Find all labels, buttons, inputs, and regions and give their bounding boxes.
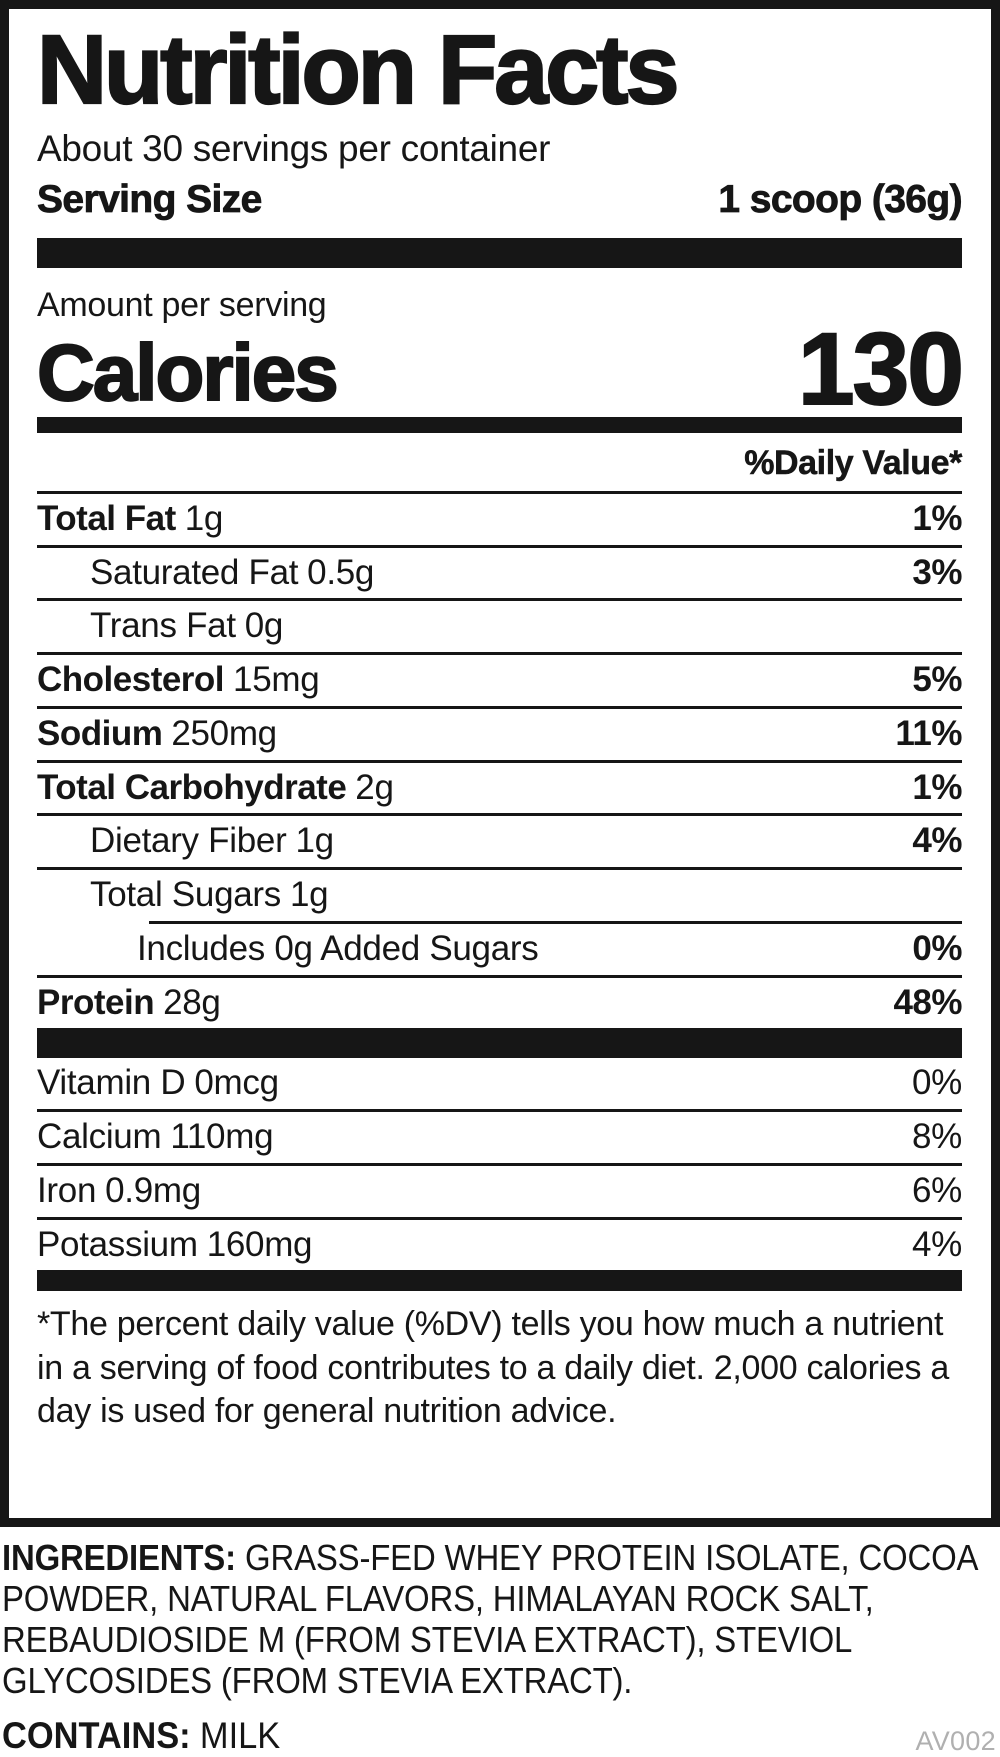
calories-value: 130	[797, 312, 965, 426]
ingredients-paragraph: INGREDIENTS: GRASS-FED WHEY PROTEIN ISOLA…	[2, 1537, 999, 1701]
nutrient-left: Sodium 250mg	[37, 713, 277, 753]
vitamin-row-potassium: Potassium 160mg 4%	[37, 1216, 962, 1271]
nutrient-row-sodium: Sodium 250mg 11%	[37, 705, 962, 760]
nutrient-dv: 3%	[912, 552, 962, 592]
nutrient-name: Sodium	[37, 713, 163, 753]
vitamin-row-vitamin-d: Vitamin D 0mcg 0%	[37, 1058, 962, 1109]
vitamin-name: Vitamin D	[37, 1063, 186, 1103]
vitamin-row-calcium: Calcium 110mg 8%	[37, 1109, 962, 1163]
nutrient-amount: 15mg	[233, 660, 320, 699]
vitamin-amount: 110mg	[170, 1117, 274, 1156]
nutrient-dv: 11%	[895, 713, 962, 753]
nutrient-amount: 28g	[163, 982, 221, 1022]
nutrient-amount: 2g	[355, 767, 394, 807]
serving-size-label: Serving Size	[37, 178, 263, 222]
vitamin-name: Iron	[37, 1170, 97, 1210]
amount-per-serving: Amount per serving	[37, 286, 327, 324]
nutrient-row-cholesterol: Cholesterol 15mg 5%	[37, 652, 962, 706]
ingredients-section: INGREDIENTS: GRASS-FED WHEY PROTEIN ISOLA…	[0, 1537, 1000, 1757]
nutrient-name: Includes 0g Added Sugars	[137, 928, 539, 968]
label-title: Nutrition Facts	[36, 15, 681, 124]
nutrient-amount: 250mg	[171, 713, 277, 753]
vitamin-row-iron: Iron 0.9mg 6%	[37, 1162, 962, 1217]
nutrient-left: Cholesterol 15mg	[37, 660, 320, 699]
nutrient-name: Trans Fat	[90, 606, 236, 646]
nutrient-name: Saturated Fat	[90, 552, 299, 592]
contains-statement: CONTAINS: MILK	[2, 1715, 280, 1757]
nutrient-name: Cholesterol	[37, 660, 225, 699]
nutrient-row-dietary-fiber: Dietary Fiber 1g 4%	[37, 813, 962, 867]
vitamin-amount: 0.9mg	[105, 1170, 201, 1210]
nutrient-name: Dietary Fiber	[90, 821, 287, 861]
nutrient-row-protein: Protein 28g 48%	[37, 974, 962, 1029]
nutrient-amount: 1g	[184, 498, 224, 538]
vitamin-name: Potassium	[37, 1224, 198, 1264]
daily-value-header: %Daily Value*	[744, 443, 963, 483]
nutrient-left: Dietary Fiber 1g	[90, 821, 334, 861]
divider-indented-rule	[149, 920, 962, 924]
contains-label: CONTAINS:	[2, 1715, 191, 1757]
divider-thick-top	[37, 238, 962, 268]
nutrient-left: Trans Fat 0g	[90, 606, 284, 646]
nutrient-name: Total Carbohydrate	[37, 767, 347, 807]
nutrient-dv: 1%	[912, 498, 962, 538]
vitamin-left: Calcium 110mg	[37, 1117, 274, 1156]
nutrient-amount: 0.5g	[307, 552, 375, 592]
vitamin-dv: 4%	[912, 1224, 962, 1264]
nutrient-left: Total Fat 1g	[37, 498, 224, 538]
calories-label: Calories	[36, 327, 340, 417]
contains-value: MILK	[199, 1715, 281, 1757]
nutrient-row-trans-fat: Trans Fat 0g	[37, 598, 962, 652]
nutrient-dv: 48%	[893, 982, 962, 1022]
ingredients-label: INGREDIENTS:	[2, 1537, 236, 1578]
nutrient-amount: 1g	[289, 875, 329, 914]
nutrient-name: Protein	[37, 982, 155, 1022]
nutrient-row-saturated-fat: Saturated Fat 0.5g 3%	[37, 544, 962, 599]
nutrition-label: Nutrition Facts About 30 servings per co…	[0, 0, 1000, 1527]
daily-value-footnote: *The percent daily value (%DV) tells you…	[37, 1305, 949, 1431]
nutrient-name: Total Sugars	[90, 875, 281, 914]
vitamin-amount: 0mcg	[194, 1063, 279, 1103]
vitamin-rows: Vitamin D 0mcg 0% Calcium 110mg 8% Iron 0.9…	[37, 1058, 962, 1270]
divider-thick-vitamins	[37, 1270, 962, 1292]
nutrient-left: Saturated Fat 0.5g	[90, 552, 375, 592]
vitamin-left: Potassium 160mg	[37, 1224, 313, 1264]
nutrient-left: Protein 28g	[37, 982, 221, 1022]
vitamin-dv: 0%	[912, 1063, 962, 1103]
servings-per-container: About 30 servings per container	[37, 128, 551, 169]
ingredients-text: GRASS-FED WHEY PROTEIN ISOLATE, COCOA PO…	[2, 1537, 977, 1702]
divider-medium-calories	[37, 416, 962, 433]
product-code: AV002	[915, 1726, 996, 1757]
vitamin-left: Iron 0.9mg	[37, 1170, 201, 1210]
nutrient-dv: 4%	[912, 821, 962, 861]
nutrient-dv: 0%	[912, 928, 962, 968]
vitamin-name: Calcium	[37, 1117, 162, 1156]
nutrient-left: Includes 0g Added Sugars	[137, 928, 539, 968]
nutrient-dv: 5%	[912, 660, 962, 699]
nutrient-row-total-carbohydrate: Total Carbohydrate 2g 1%	[37, 759, 962, 814]
divider-thick-protein	[37, 1028, 962, 1059]
nutrient-amount: 0g	[244, 606, 284, 646]
vitamin-amount: 160mg	[206, 1224, 313, 1264]
vitamin-dv: 6%	[912, 1170, 962, 1210]
nutrient-left: Total Sugars 1g	[90, 875, 329, 914]
nutrient-name: Total Fat	[37, 498, 176, 538]
nutrient-row-added-sugars: Includes 0g Added Sugars 0%	[37, 924, 962, 975]
serving-size-value: 1 scoop (36g)	[718, 178, 963, 222]
nutrient-amount: 1g	[295, 821, 334, 861]
nutrient-row-total-fat: Total Fat 1g 1%	[37, 490, 962, 545]
serving-size-row: Serving Size 1 scoop (36g)	[37, 178, 963, 222]
calories-row: Calories 130	[36, 312, 965, 426]
contains-row: CONTAINS: MILK AV002	[2, 1715, 1000, 1757]
nutrient-row-total-sugars: Total Sugars 1g	[37, 867, 962, 921]
nutrient-dv: 1%	[912, 767, 962, 807]
nutrient-left: Total Carbohydrate 2g	[37, 767, 394, 807]
vitamin-left: Vitamin D 0mcg	[37, 1063, 279, 1103]
vitamin-dv: 8%	[912, 1117, 962, 1156]
nutrient-rows: Total Fat 1g 1% Saturated Fat 0.5g 3% Tran…	[37, 490, 962, 1029]
